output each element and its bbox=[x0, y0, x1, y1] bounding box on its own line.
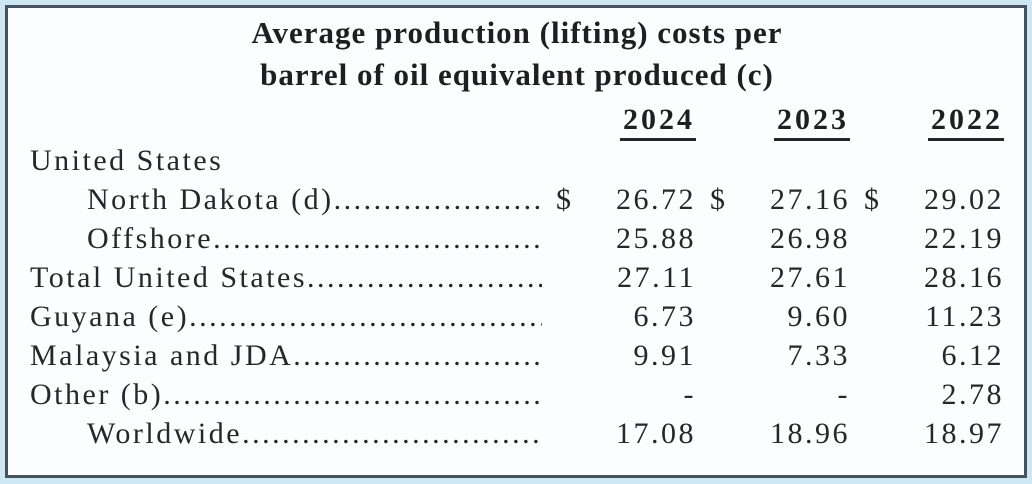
value-cell: 11.23 bbox=[864, 297, 1004, 336]
row-label-cell: Offshore................................… bbox=[30, 219, 542, 258]
value-cell: $29.02 bbox=[864, 180, 1004, 219]
row-label-cell: Total United States.....................… bbox=[30, 258, 542, 297]
table-row: Total United States.....................… bbox=[30, 258, 1004, 297]
row-label-cell: North Dakota (d)........................… bbox=[30, 180, 542, 219]
value-cell: 9.60 bbox=[710, 297, 850, 336]
value-cell: 7.33 bbox=[710, 336, 850, 375]
value-cell: 18.96 bbox=[710, 414, 850, 453]
value-cell: - bbox=[556, 375, 696, 414]
table-row: United States bbox=[30, 141, 1004, 180]
row-label: Offshore bbox=[87, 222, 214, 255]
cell-value: 25.88 bbox=[616, 222, 696, 255]
row-label-cell: Guyana (e)..............................… bbox=[30, 297, 542, 336]
dot-leader: ........................................… bbox=[189, 300, 542, 333]
cell-value: 26.98 bbox=[770, 222, 850, 255]
row-label: North Dakota (d) bbox=[87, 183, 334, 216]
dot-leader: ........................................… bbox=[293, 339, 542, 372]
table-body: United States North Dakota (d)...........… bbox=[30, 141, 1004, 453]
cell-value: 6.73 bbox=[633, 300, 696, 333]
table-row: Malaysia and JDA........................… bbox=[30, 336, 1004, 375]
currency-symbol: $ bbox=[864, 183, 882, 216]
cell-value: 27.16 bbox=[770, 183, 850, 216]
dot-leader: ........................................… bbox=[242, 417, 542, 450]
cell-value: 6.12 bbox=[941, 339, 1004, 372]
cell-value: 29.02 bbox=[924, 183, 1004, 216]
table-row: North Dakota (d)........................… bbox=[30, 180, 1004, 219]
cell-value: 9.91 bbox=[633, 339, 696, 372]
dot-leader: ........................................… bbox=[163, 378, 542, 411]
value-cell: 2.78 bbox=[864, 375, 1004, 414]
value-cell: 22.19 bbox=[864, 219, 1004, 258]
row-label: Other (b) bbox=[30, 378, 164, 411]
cell-value: 26.72 bbox=[616, 183, 696, 216]
cell-value: 17.08 bbox=[616, 417, 696, 450]
dot-leader: ........................................… bbox=[213, 222, 542, 255]
cell-value: 7.33 bbox=[787, 339, 850, 372]
value-cell: 18.97 bbox=[864, 414, 1004, 453]
cell-value: 28.16 bbox=[924, 261, 1004, 294]
row-label: Worldwide bbox=[87, 417, 243, 450]
cell-value: - bbox=[683, 378, 696, 411]
currency-symbol: $ bbox=[556, 183, 574, 216]
column-header-row: 2024 2023 2022 bbox=[30, 103, 1004, 141]
value-cell: 9.91 bbox=[556, 336, 696, 375]
column-header-2023: 2023 bbox=[710, 104, 850, 141]
table-title: Average production (lifting) costs per b… bbox=[30, 12, 1004, 96]
value-cell: 27.11 bbox=[556, 258, 696, 297]
cell-value: 9.60 bbox=[787, 300, 850, 333]
value-cell: $26.72 bbox=[556, 180, 696, 219]
year-header: 2022 bbox=[928, 104, 1004, 141]
value-cell: 6.12 bbox=[864, 336, 1004, 375]
title-line-1: Average production (lifting) costs per bbox=[251, 15, 783, 50]
column-header-2022: 2022 bbox=[864, 104, 1004, 141]
dot-leader: ........................................… bbox=[333, 183, 542, 216]
row-label-cell: Worldwide...............................… bbox=[30, 414, 542, 453]
title-line-2: barrel of oil equivalent produced (c) bbox=[260, 57, 774, 92]
cell-value: 11.23 bbox=[925, 300, 1004, 333]
cell-value: 22.19 bbox=[924, 222, 1004, 255]
row-label: United States bbox=[30, 144, 224, 177]
row-label-cell: United States bbox=[30, 141, 542, 180]
cell-value: 18.96 bbox=[770, 417, 850, 450]
cell-value: 27.61 bbox=[770, 261, 850, 294]
value-cell: 26.98 bbox=[710, 219, 850, 258]
value-cell: 6.73 bbox=[556, 297, 696, 336]
value-cell: 17.08 bbox=[556, 414, 696, 453]
table-row: Offshore................................… bbox=[30, 219, 1004, 258]
cell-value: 2.78 bbox=[941, 378, 1004, 411]
row-label-cell: Other (b)...............................… bbox=[30, 375, 542, 414]
row-label: Guyana (e) bbox=[30, 300, 190, 333]
cell-value: 18.97 bbox=[924, 417, 1004, 450]
column-header-2024: 2024 bbox=[556, 104, 696, 141]
table-row: Guyana (e)..............................… bbox=[30, 297, 1004, 336]
value-cell: 28.16 bbox=[864, 258, 1004, 297]
value-cell: - bbox=[710, 375, 850, 414]
year-header: 2023 bbox=[774, 104, 850, 141]
table-row: Other (b)...............................… bbox=[30, 375, 1004, 414]
cell-value: - bbox=[837, 378, 850, 411]
year-header: 2024 bbox=[620, 104, 696, 141]
value-cell: 27.61 bbox=[710, 258, 850, 297]
cost-table-card: Average production (lifting) costs per b… bbox=[5, 5, 1027, 478]
dot-leader: ........................................… bbox=[307, 261, 542, 294]
value-cell: 25.88 bbox=[556, 219, 696, 258]
row-label: Total United States bbox=[30, 261, 308, 294]
currency-symbol: $ bbox=[710, 183, 728, 216]
table-row: Worldwide...............................… bbox=[30, 414, 1004, 453]
row-label: Malaysia and JDA bbox=[30, 339, 294, 372]
cell-value: 27.11 bbox=[617, 261, 696, 294]
row-label-cell: Malaysia and JDA........................… bbox=[30, 336, 542, 375]
value-cell: $27.16 bbox=[710, 180, 850, 219]
